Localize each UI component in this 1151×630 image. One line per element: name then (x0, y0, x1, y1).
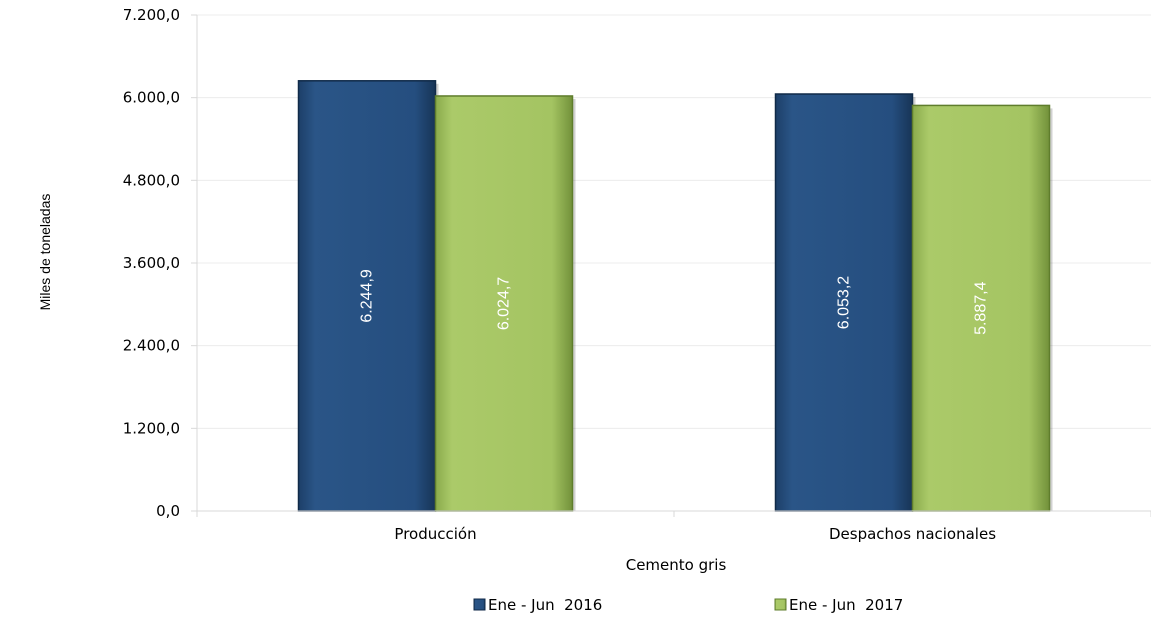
bar-data-label: 6.244,9 (359, 269, 376, 322)
x-tick-label: Producción (394, 525, 476, 543)
y-tick-label: 6.000,0 (123, 89, 180, 107)
y-tick-label: 7.200,0 (123, 6, 180, 24)
bar (911, 104, 1051, 512)
bar (297, 80, 437, 512)
bar (434, 95, 574, 512)
bar-data-label: 5.887,4 (973, 281, 990, 334)
bar-data-label: 6.053,2 (836, 276, 853, 329)
legend-label: Ene - Jun 2016 (488, 596, 602, 614)
y-tick-label: 2.400,0 (123, 337, 180, 355)
bars: 6.244,9 6.024,7 6.053,2 5.887,4 (297, 80, 1053, 512)
legend-label: Ene - Jun 2017 (789, 596, 903, 614)
y-tick-label: 4.800,0 (123, 171, 180, 189)
x-axis: Producción Despachos nacionales (196, 510, 1151, 543)
y-tick-label: 3.600,0 (123, 254, 180, 272)
legend-item: Ene - Jun 2017 (774, 596, 903, 614)
x-tick-label: Despachos nacionales (829, 525, 996, 543)
y-tick-label: 0,0 (156, 502, 180, 520)
legend-item: Ene - Jun 2016 (473, 596, 602, 614)
x-axis-title: Cemento gris (626, 556, 727, 574)
y-tick-label: 1.200,0 (123, 419, 180, 437)
y-axis: 0,0 1.200,0 2.400,0 3.600,0 4.800,0 6.000,0 7.… (123, 6, 198, 520)
bar-data-label: 6.024,7 (496, 277, 513, 330)
legend-swatch (774, 598, 787, 611)
y-axis-title: Miles de toneladas (37, 194, 53, 311)
legend: Ene - Jun 2016 Ene - Jun 2017 (473, 596, 903, 614)
legend-swatch (473, 598, 486, 611)
bar (774, 93, 914, 512)
